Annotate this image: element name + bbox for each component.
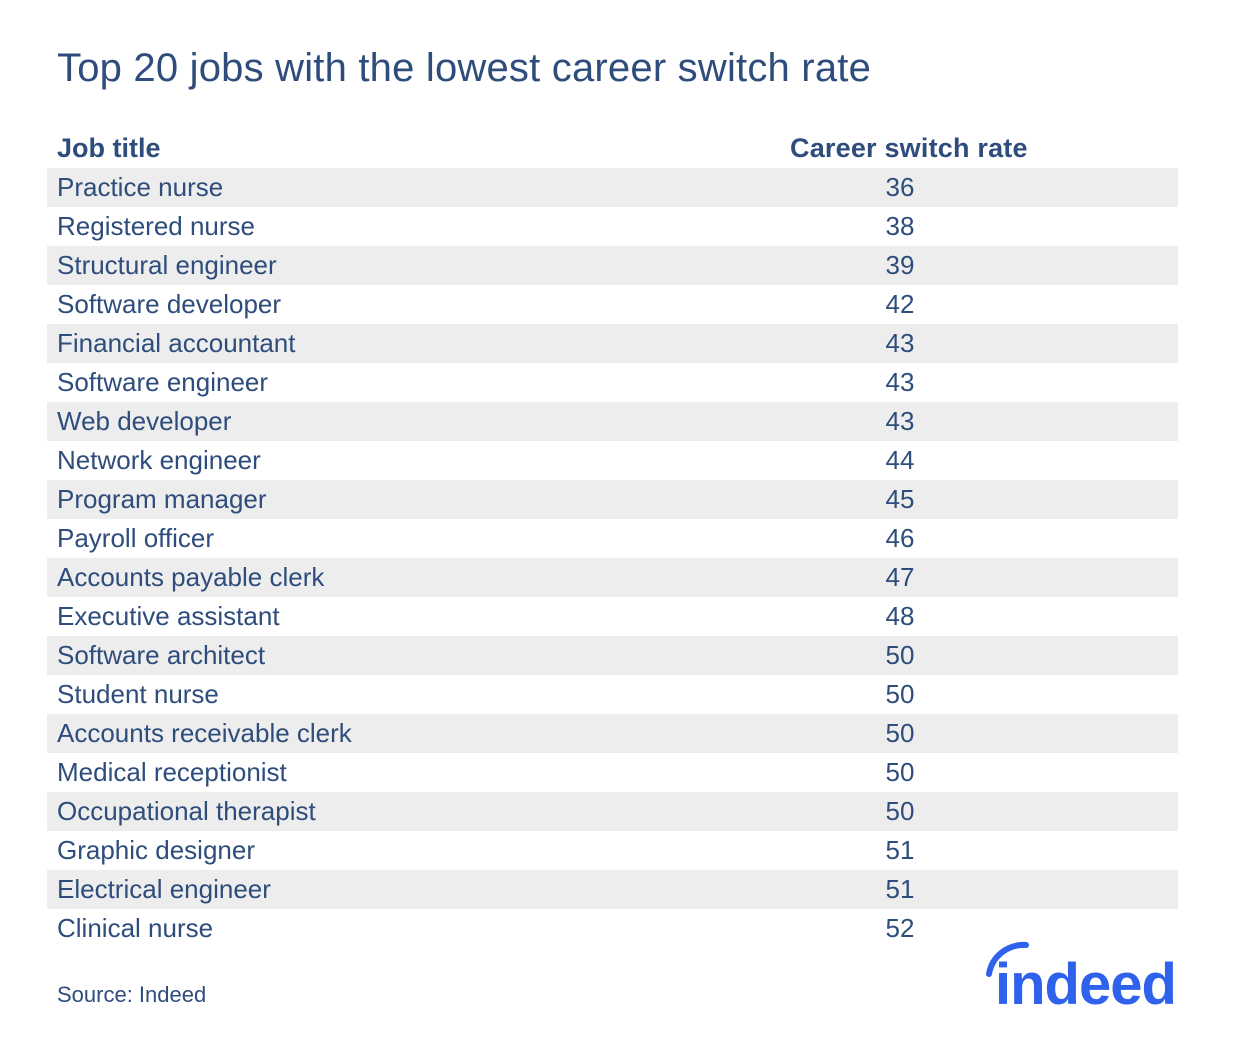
job-title-cell: Financial accountant xyxy=(57,328,296,358)
table-row: Electrical engineer 51 xyxy=(47,870,1178,909)
job-title-cell: Graphic designer xyxy=(57,835,255,865)
job-title-cell: Program manager xyxy=(57,484,267,514)
job-title-cell: Clinical nurse xyxy=(57,913,214,943)
table-row: Clinical nurse 52 xyxy=(47,909,1178,948)
rate-cell: 38 xyxy=(885,211,915,241)
source-note: Source: Indeed xyxy=(57,982,207,1007)
job-title-cell: Accounts payable clerk xyxy=(57,562,325,592)
table-row: Accounts receivable clerk 50 xyxy=(47,714,1178,753)
job-title-cell: Payroll officer xyxy=(57,523,215,553)
job-title-cell: Practice nurse xyxy=(57,172,224,202)
indeed-logo-arc xyxy=(986,941,1029,977)
rate-cell: 36 xyxy=(885,172,915,202)
indeed-logo-graphic: indeed xyxy=(986,941,1177,1014)
job-title-cell: Occupational therapist xyxy=(57,796,316,826)
job-title-cell: Medical receptionist xyxy=(57,757,287,787)
table-row: Medical receptionist 50 xyxy=(47,753,1178,792)
table-row: Software architect 50 xyxy=(47,636,1178,675)
job-title-cell: Software architect xyxy=(57,640,266,670)
rate-cell: 50 xyxy=(885,679,915,709)
rate-cell: 51 xyxy=(885,874,915,904)
table-row: Program manager 45 xyxy=(47,480,1178,519)
table-body: Practice nurse 36 Registered nurse 38 St… xyxy=(47,168,1178,948)
rate-cell: 50 xyxy=(885,757,915,787)
rate-cell: 44 xyxy=(885,445,915,475)
table-row: Graphic designer 51 xyxy=(47,831,1178,870)
rate-cell: 42 xyxy=(885,289,915,319)
column-header-career-switch-rate: Career switch rate xyxy=(790,133,1028,163)
job-title-cell: Executive assistant xyxy=(57,601,280,631)
rate-cell: 43 xyxy=(885,406,915,436)
table-row: Software developer 42 xyxy=(47,285,1178,324)
table-row: Registered nurse 38 xyxy=(47,207,1178,246)
table-row: Student nurse 50 xyxy=(47,675,1178,714)
rate-cell: 50 xyxy=(885,796,915,826)
job-title-cell: Web developer xyxy=(57,406,232,436)
job-title-cell: Structural engineer xyxy=(57,250,277,280)
job-title-cell: Accounts receivable clerk xyxy=(57,718,352,748)
career-switch-table: Job title Career switch rate Practice nu… xyxy=(47,129,1178,948)
rate-cell: 48 xyxy=(885,601,915,631)
table-header-row: Job title Career switch rate xyxy=(47,129,1178,168)
job-title-cell: Network engineer xyxy=(57,445,261,475)
table-row: Web developer 43 xyxy=(47,402,1178,441)
rate-cell: 46 xyxy=(885,523,915,553)
table-row: Executive assistant 48 xyxy=(47,597,1178,636)
job-title-cell: Software engineer xyxy=(57,367,269,397)
rate-cell: 51 xyxy=(885,835,915,865)
table-row: Financial accountant 43 xyxy=(47,324,1178,363)
rate-cell: 47 xyxy=(885,562,915,592)
table-row: Occupational therapist 50 xyxy=(47,792,1178,831)
indeed-logo-wordmark: indeed xyxy=(995,952,1176,1014)
column-header-job-title: Job title xyxy=(57,133,161,163)
job-title-cell: Registered nurse xyxy=(57,211,255,241)
rate-cell: 50 xyxy=(885,718,915,748)
job-title-cell: Software developer xyxy=(57,289,282,319)
table-row: Network engineer 44 xyxy=(47,441,1178,480)
page-title: Top 20 jobs with the lowest career switc… xyxy=(57,46,872,90)
rate-cell: 39 xyxy=(885,250,915,280)
job-title-cell: Electrical engineer xyxy=(57,874,271,904)
job-title-cell: Student nurse xyxy=(57,679,219,709)
indeed-logo: indeed xyxy=(982,938,1182,1014)
rate-cell: 45 xyxy=(885,484,915,514)
table-row: Accounts payable clerk 47 xyxy=(47,558,1178,597)
rate-cell: 52 xyxy=(885,913,915,943)
table-row: Software engineer 43 xyxy=(47,363,1178,402)
rate-cell: 43 xyxy=(885,367,915,397)
rate-cell: 50 xyxy=(885,640,915,670)
table-row: Structural engineer 39 xyxy=(47,246,1178,285)
table-row: Practice nurse 36 xyxy=(47,168,1178,207)
table-row: Payroll officer 46 xyxy=(47,519,1178,558)
rate-cell: 43 xyxy=(885,328,915,358)
